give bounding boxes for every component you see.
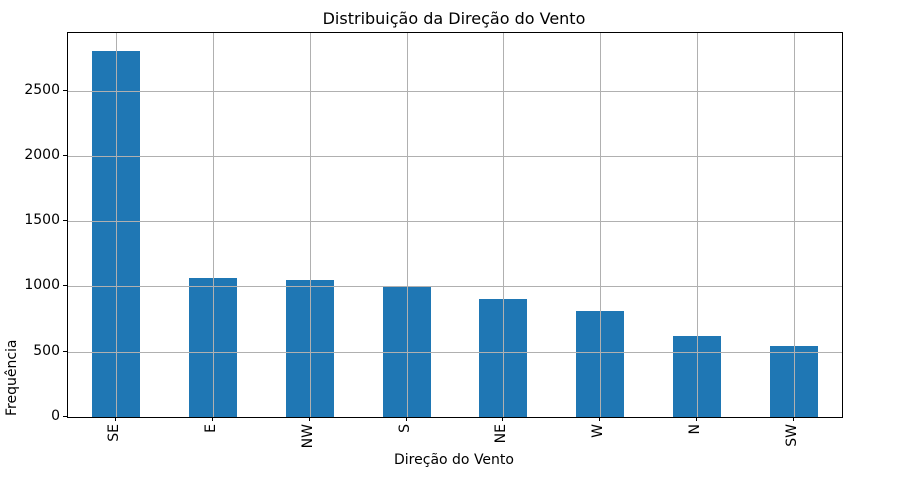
- x-gridline-SW: [793, 33, 795, 417]
- y-tick-label-0: 0: [51, 408, 60, 424]
- x-tick-mark-E: [212, 417, 214, 421]
- y-tick-mark-1000: [63, 285, 67, 287]
- x-tick-label-W: W: [590, 424, 607, 438]
- y-tick-mark-0: [63, 416, 67, 417]
- x-tick-mark-N: [695, 417, 697, 421]
- x-tick-mark-SW: [792, 417, 794, 421]
- x-gridline-E: [213, 33, 215, 417]
- x-gridline-NE: [503, 33, 505, 417]
- plot-area: [67, 32, 843, 418]
- y-tick-mark-2500: [63, 89, 67, 91]
- x-tick-mark-SE: [115, 417, 117, 421]
- y-tick-mark-1500: [63, 220, 67, 222]
- y-tick-mark-2000: [63, 154, 67, 156]
- x-tick-mark-NE: [502, 417, 504, 421]
- x-tick-label-N: N: [686, 424, 703, 435]
- x-tick-label-SE: SE: [106, 424, 123, 442]
- y-tick-label-2000: 2000: [24, 146, 60, 163]
- x-tick-mark-S: [405, 417, 407, 421]
- y-gridline-2500: [68, 90, 842, 92]
- x-gridline-N: [696, 33, 698, 417]
- y-tick-label-500: 500: [33, 342, 60, 359]
- x-tick-mark-NW: [308, 417, 310, 421]
- y-tick-mark-500: [63, 350, 67, 352]
- x-tick-label-NE: NE: [493, 424, 510, 444]
- x-tick-label-S: S: [396, 424, 413, 433]
- chart-title: Distribuição da Direção do Vento: [322, 9, 586, 28]
- y-gridline-1000: [68, 286, 842, 288]
- y-tick-label-1000: 1000: [24, 277, 60, 294]
- y-gridline-2000: [68, 155, 842, 157]
- x-gridline-S: [406, 33, 408, 417]
- x-tick-label-SW: SW: [783, 424, 800, 447]
- x-gridline-NW: [309, 33, 311, 417]
- x-tick-mark-W: [599, 417, 601, 421]
- x-tick-label-NW: NW: [299, 424, 316, 449]
- x-gridline-W: [600, 33, 602, 417]
- x-gridline-SE: [116, 33, 118, 417]
- y-tick-label-2500: 2500: [24, 81, 60, 98]
- y-gridline-1500: [68, 221, 842, 223]
- y-tick-label-1500: 1500: [24, 212, 60, 229]
- x-tick-label-E: E: [203, 424, 220, 433]
- y-gridline-500: [68, 351, 842, 353]
- x-axis-label: Direção do Vento: [394, 452, 514, 468]
